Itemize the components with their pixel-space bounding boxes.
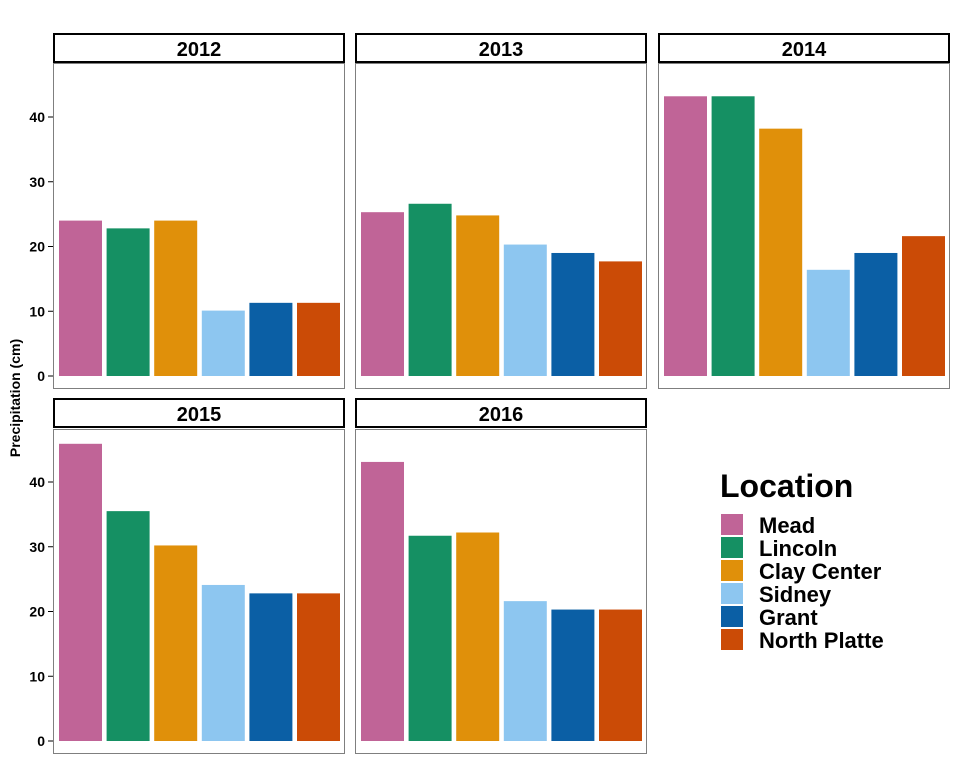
y-axis-label: Precipitation (cm) [7,339,23,457]
legend-label: Mead [759,513,815,538]
facet-strip-2012 [53,33,345,63]
legend-key-lincoln [721,537,743,558]
bar-2014-lincoln [711,96,755,376]
legend-label: Lincoln [759,536,837,561]
legend-label: Sidney [759,582,832,607]
y-tick-label: 10 [29,303,45,319]
bar-2012-lincoln [106,228,150,376]
bar-2016-lincoln [408,535,452,741]
bar-2014-grant [854,252,898,376]
bar-2015-north-platte [297,593,340,741]
bar-2012-clay-center [154,220,198,376]
y-tick-label: 0 [37,368,45,384]
facet-strip-2016 [355,398,647,428]
bar-2013-grant [551,252,595,376]
panel-border [658,63,950,389]
y-tick-label: 30 [29,174,45,190]
bar-2014-sidney [806,269,850,376]
bar-2013-clay-center [456,215,500,376]
facet-title: 2016 [479,404,524,426]
legend-key-grant [721,606,743,627]
legend-key-sidney [721,583,743,604]
bar-2014-north-platte [902,236,945,376]
panel-border [355,63,647,389]
facet-title: 2015 [177,404,222,426]
legend-label: Clay Center [759,559,882,584]
y-tick-label: 10 [29,668,45,684]
bar-2016-clay-center [456,532,500,741]
facet-title: 2012 [177,39,222,61]
panel-border [355,429,647,754]
y-tick-label: 0 [37,733,45,749]
y-tick-label: 40 [29,474,45,490]
facet-title: 2014 [782,39,827,61]
bar-2015-sidney [201,584,245,741]
panel-border [53,429,345,754]
bar-2012-grant [249,302,293,376]
bar-2015-grant [249,593,293,741]
bar-2015-clay-center [154,545,198,741]
panel-border [53,63,345,389]
bar-2015-lincoln [106,511,150,741]
legend-key-north-platte [721,629,743,650]
facet-strip-2013 [355,33,647,63]
bar-2014-mead [664,96,707,376]
facet-strip-2015 [53,398,345,428]
legend-title: Location [720,468,853,504]
y-tick-label: 40 [29,109,45,125]
bar-2015-mead [59,443,102,741]
bar-2016-mead [361,461,404,741]
bar-2013-mead [361,212,404,376]
legend-label: Grant [759,605,818,630]
bar-2016-north-platte [599,609,642,741]
facet-strip-2014 [658,33,950,63]
legend-key-mead [721,514,743,535]
y-tick-label: 30 [29,539,45,555]
bar-2012-mead [59,220,102,376]
bar-2016-sidney [503,601,547,741]
bar-2013-north-platte [599,261,642,376]
y-tick-label: 20 [29,604,45,620]
facet-title: 2013 [479,39,524,61]
bar-2012-north-platte [297,302,340,376]
legend-key-clay-center [721,560,743,581]
bar-2013-sidney [503,244,547,376]
bar-2014-clay-center [759,128,803,376]
bar-2013-lincoln [408,203,452,376]
bar-2016-grant [551,609,595,741]
y-tick-label: 20 [29,239,45,255]
bar-2012-sidney [201,310,245,376]
legend-label: North Platte [759,628,884,653]
